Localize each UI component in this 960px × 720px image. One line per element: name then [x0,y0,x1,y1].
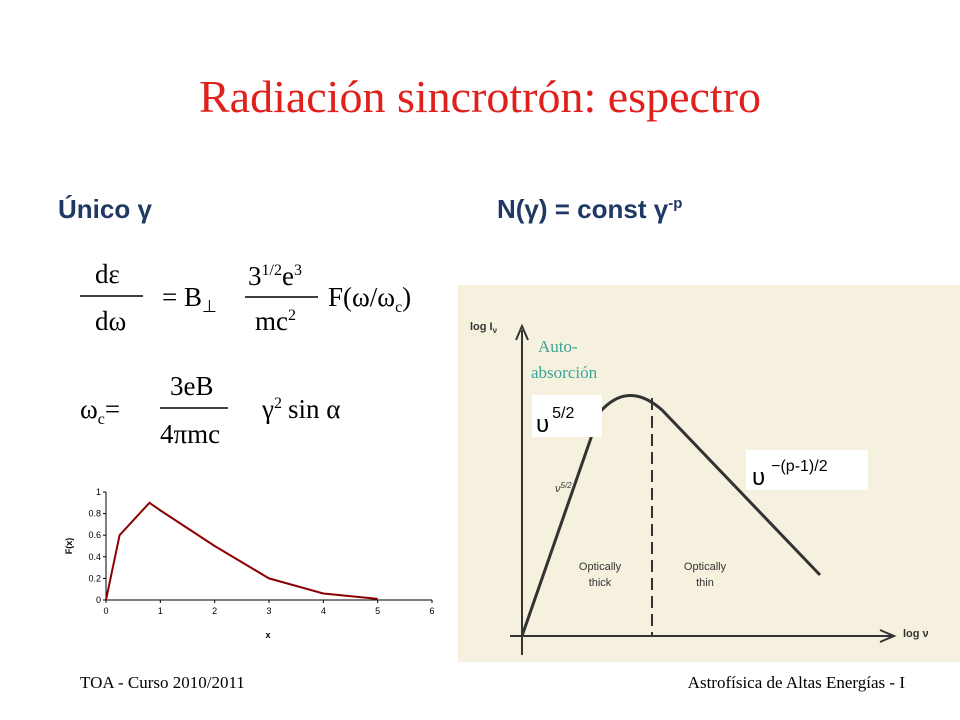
slide-title: Radiación sincrotrón: espectro [199,71,761,122]
annotation: υ 5/2 [536,405,574,438]
t: ) [402,282,411,312]
x-tick-label: 2 [212,606,217,616]
annotation-box [532,395,602,437]
heading-text: N(γ) = const γ [497,194,669,224]
t: 5/2 [561,481,573,490]
formula-den: dω [95,306,126,336]
t: υ [752,464,765,491]
annotation-box [746,450,868,490]
arrow [515,323,529,341]
formula-factor: = B⊥ [162,282,217,316]
t: ω [80,394,98,424]
formula-den: 4πmc [160,419,220,449]
region-label: thin [696,577,714,589]
t: 1/2 [262,262,282,279]
y-tick-label: 0.8 [88,509,101,519]
region-label: Optically [684,561,727,573]
t: log I [470,321,493,333]
left-heading: Único γ [58,194,152,224]
x-tick-label: 6 [429,606,434,616]
factor: = B [162,282,202,312]
y-tick-label: 0.4 [88,552,101,562]
x-tick-label: 1 [158,606,163,616]
t: e [282,261,294,291]
t: c [98,411,105,428]
x-tick-label: 3 [266,606,271,616]
y-axis-label: F(x) [64,538,74,555]
heading-sup: -p [668,195,682,212]
t: F(ω/ω [328,282,395,312]
t: = [105,394,120,424]
region-label: Optically [579,561,622,573]
factor-sub: ⊥ [202,297,217,316]
y-tick-label: 0.2 [88,573,101,583]
t: 2 [288,307,296,324]
formula-gamma: γ2 sin α [261,394,340,424]
t: ν [555,483,561,495]
footer-left: TOA - Curso 2010/2011 [80,673,245,692]
right-heading: N(γ) = const γ-p [497,194,682,224]
annotation: Auto- [538,337,578,356]
t: sin α [288,394,340,424]
coef-num: 31/2e3 [248,261,302,291]
slope-label: ν5/2 [555,481,572,495]
x-axis-label: log ν [903,628,929,640]
diagram-background [458,285,960,662]
t: γ [261,394,274,424]
formula-num: dε [95,259,120,289]
formula-function: F(ω/ωc) [328,282,411,316]
y-tick-label: 1 [96,487,101,497]
t: c [395,299,402,316]
t: mc [255,306,288,336]
formula-num: 3eB [170,371,214,401]
t: 2 [274,395,282,412]
spectrum-diagram: log Iν log ν ν5/2 Optically thick Optica… [458,285,960,662]
y-tick-label: 0.6 [88,530,101,540]
t: 5/2 [552,405,574,422]
x-tick-label: 0 [103,606,108,616]
annotation: absorción [531,363,598,382]
t: 3 [248,261,262,291]
footer-right: Astrofísica de Altas Energías - I [688,673,906,692]
formula-lhs: ωc= [80,394,120,428]
y-tick-label: 0 [96,595,101,605]
annotation: υ −(p-1)/2 [752,458,828,491]
x-tick-label: 4 [321,606,326,616]
t: 3 [294,262,302,279]
region-label: thick [589,577,612,589]
t: ν [493,326,498,335]
data-line [105,501,378,601]
f-chart: F(x) x 0 0.2 0.4 0.6 0.8 1 0 1 2 3 4 5 6 [64,487,435,640]
coef-den: mc2 [255,306,296,336]
t: υ [536,411,549,438]
arrow [879,629,897,643]
x-tick-label: 5 [375,606,380,616]
y-axis-label: log Iν [470,321,498,335]
x-axis-label: x [265,630,270,640]
t: −(p-1)/2 [771,458,828,475]
